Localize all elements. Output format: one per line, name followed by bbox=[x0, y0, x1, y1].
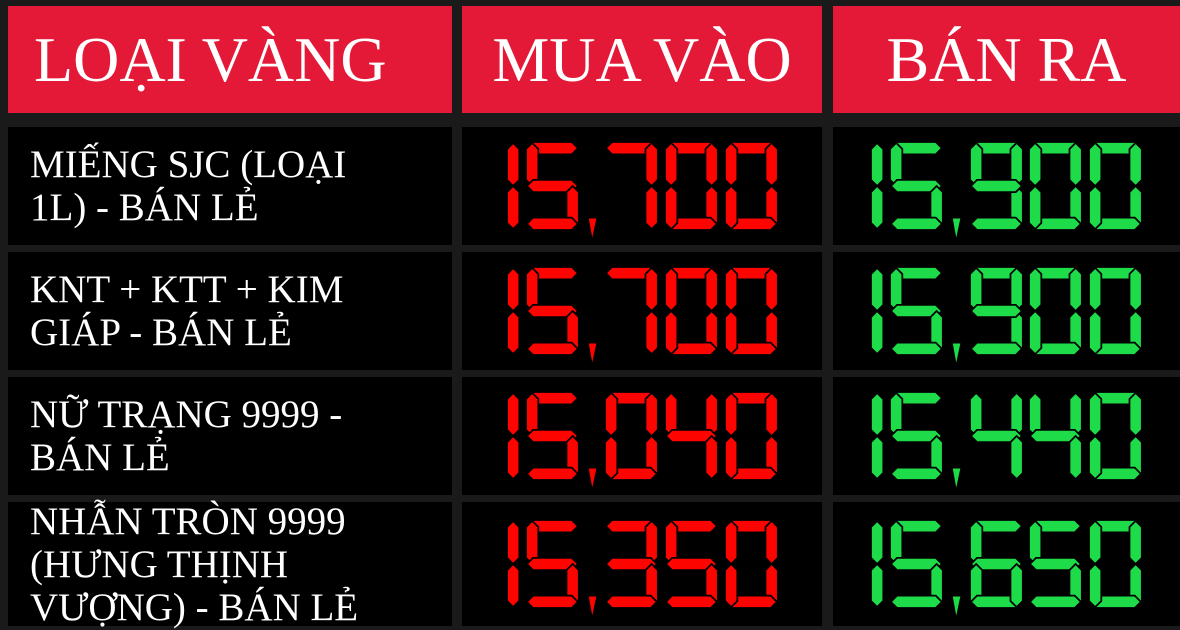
seven-segment-char bbox=[586, 466, 599, 493]
buy-price-display bbox=[462, 502, 822, 626]
seven-segment-char bbox=[604, 519, 659, 609]
seven-segment-char bbox=[1088, 391, 1143, 481]
column-header-sell: BÁN RA bbox=[833, 6, 1180, 113]
buy-price-display bbox=[462, 377, 822, 495]
seven-segment-char bbox=[505, 519, 520, 609]
header-row: LOẠI VÀNG MUA VÀO BÁN RA bbox=[8, 6, 1180, 113]
seven-segment-char bbox=[663, 266, 719, 356]
buy-price-display bbox=[462, 252, 822, 370]
gold-type-label: NỮ TRẠNG 9999 - BÁN LẺ bbox=[8, 377, 452, 495]
table-row: NỮ TRẠNG 9999 - BÁN LẺ bbox=[8, 377, 1180, 495]
seven-segment-char bbox=[586, 216, 599, 243]
seven-segment-char bbox=[1028, 391, 1083, 481]
seven-segment-char bbox=[1088, 519, 1143, 609]
buy-price-display bbox=[462, 127, 822, 245]
sell-price-display bbox=[833, 127, 1180, 245]
seven-segment-char bbox=[525, 266, 580, 356]
seven-segment-char bbox=[1088, 266, 1143, 356]
seven-segment-char bbox=[1028, 519, 1083, 609]
seven-segment-char bbox=[968, 141, 1024, 231]
seven-segment-char bbox=[889, 391, 945, 481]
seven-segment-char bbox=[723, 266, 779, 356]
seven-segment-char bbox=[870, 141, 885, 231]
seven-segment-char bbox=[604, 141, 659, 231]
gold-type-label: KNT + KTT + KIM GIÁP - BÁN LẺ bbox=[8, 252, 452, 370]
seven-segment-char bbox=[525, 141, 580, 231]
seven-segment-char bbox=[1028, 266, 1083, 356]
seven-segment-char bbox=[505, 266, 520, 356]
seven-segment-char bbox=[586, 341, 599, 368]
seven-segment-char bbox=[723, 391, 779, 481]
seven-segment-char bbox=[889, 141, 945, 231]
seven-segment-char bbox=[1088, 141, 1143, 231]
seven-segment-char bbox=[870, 266, 885, 356]
seven-segment-char bbox=[889, 519, 945, 609]
seven-segment-char bbox=[663, 519, 719, 609]
seven-segment-char bbox=[723, 519, 779, 609]
seven-segment-char bbox=[663, 391, 719, 481]
seven-segment-char bbox=[870, 391, 885, 481]
table-row: NHẪN TRÒN 9999 (HƯNG THỊNH VƯỢNG) - BÁN … bbox=[8, 500, 1180, 629]
seven-segment-char bbox=[950, 216, 963, 243]
table-row: KNT + KTT + KIM GIÁP - BÁN LẺ bbox=[8, 252, 1180, 370]
table-row: MIẾNG SJC (LOẠI 1L) - BÁN LẺ bbox=[8, 127, 1180, 245]
seven-segment-char bbox=[968, 391, 1024, 481]
sell-price-display bbox=[833, 252, 1180, 370]
sell-price-display bbox=[833, 377, 1180, 495]
seven-segment-char bbox=[950, 341, 963, 368]
seven-segment-char bbox=[889, 266, 945, 356]
seven-segment-char bbox=[950, 594, 963, 621]
seven-segment-char bbox=[604, 391, 659, 481]
seven-segment-char bbox=[950, 466, 963, 493]
seven-segment-char bbox=[525, 391, 580, 481]
sell-price-display bbox=[833, 502, 1180, 626]
column-header-buy: MUA VÀO bbox=[462, 6, 822, 113]
gold-type-label: MIẾNG SJC (LOẠI 1L) - BÁN LẺ bbox=[8, 127, 452, 245]
seven-segment-char bbox=[968, 266, 1024, 356]
seven-segment-char bbox=[586, 594, 599, 621]
gold-type-label: NHẪN TRÒN 9999 (HƯNG THỊNH VƯỢNG) - BÁN … bbox=[8, 500, 452, 629]
seven-segment-char bbox=[968, 519, 1024, 609]
seven-segment-char bbox=[870, 519, 885, 609]
seven-segment-char bbox=[604, 266, 659, 356]
seven-segment-char bbox=[525, 519, 580, 609]
seven-segment-char bbox=[723, 141, 779, 231]
column-header-gold-type: LOẠI VÀNG bbox=[8, 6, 452, 113]
seven-segment-char bbox=[663, 141, 719, 231]
seven-segment-char bbox=[1028, 141, 1083, 231]
seven-segment-char bbox=[505, 141, 520, 231]
seven-segment-char bbox=[505, 391, 520, 481]
